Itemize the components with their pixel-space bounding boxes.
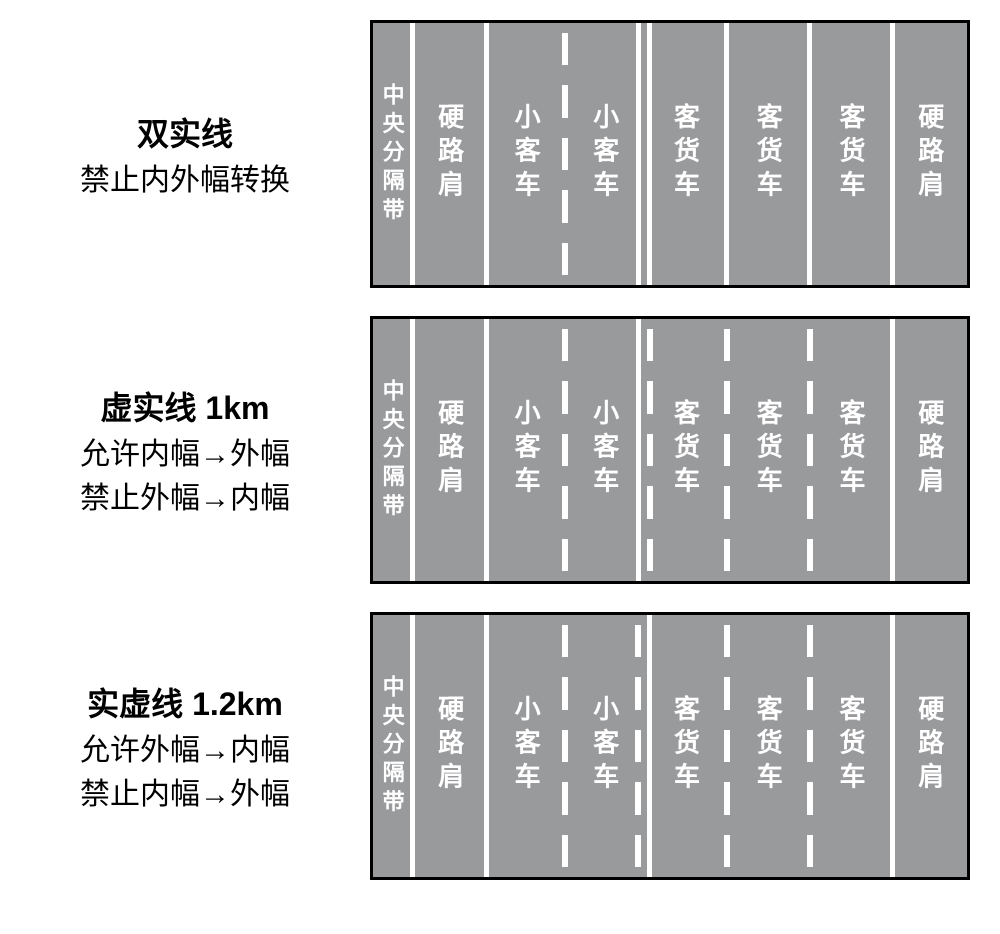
row-subtitle: 允许外幅→内幅 — [10, 725, 360, 769]
row-subtitle: 禁止外幅→内幅 — [10, 473, 360, 517]
row-title: 虚实线 1km — [10, 383, 360, 429]
lane-label: 客货车 — [755, 695, 781, 796]
lane-label: 硬路肩 — [437, 695, 463, 796]
lane-label: 客货车 — [838, 103, 864, 204]
lane-label: 硬路肩 — [437, 399, 463, 500]
lane-median: 中央分隔带 — [373, 319, 412, 581]
diagram-row: 双实线禁止内外幅转换中央分隔带 硬路肩 小客车 小客车 客货车 客货车 客货车 硬路肩 — [10, 20, 990, 288]
row-subtitle: 禁止内幅→外幅 — [10, 769, 360, 813]
lane-small: 小客车 — [487, 23, 566, 285]
lane-shoulder: 硬路肩 — [412, 23, 487, 285]
row-title: 双实线 — [10, 109, 360, 155]
row-label: 实虚线 1.2km允许外幅→内幅禁止内幅→外幅 — [10, 679, 370, 813]
lane-pf: 客货车 — [810, 319, 893, 581]
lane-label: 硬路肩 — [917, 695, 943, 796]
lane-label: 硬路肩 — [917, 399, 943, 500]
lane-label: 客货车 — [755, 103, 781, 204]
lane-pf: 客货车 — [727, 615, 810, 877]
lane-pf: 客货车 — [644, 23, 727, 285]
diagram-row: 虚实线 1km允许内幅→外幅禁止外幅→内幅中央分隔带 硬路肩 小客车 小客车 客货车 客货… — [10, 316, 990, 584]
lane-pf: 客货车 — [727, 319, 810, 581]
row-title: 实虚线 1.2km — [10, 679, 360, 725]
lane-small: 小客车 — [565, 319, 644, 581]
lane-median: 中央分隔带 — [373, 615, 412, 877]
row-subtitle: 禁止内外幅转换 — [10, 155, 360, 199]
lane-label: 小客车 — [592, 399, 618, 500]
lane-shoulder: 硬路肩 — [892, 23, 967, 285]
lane-median: 中央分隔带 — [373, 23, 412, 285]
lane-label: 小客车 — [513, 695, 539, 796]
lane-small: 小客车 — [487, 319, 566, 581]
lane-label: 中央分隔带 — [381, 83, 403, 226]
lane-small: 小客车 — [565, 615, 644, 877]
lane-label: 客货车 — [755, 399, 781, 500]
diagram-row: 实虚线 1.2km允许外幅→内幅禁止内幅→外幅中央分隔带 硬路肩 小客车 小客车 客货车… — [10, 612, 990, 880]
lane-pf: 客货车 — [810, 615, 893, 877]
lane-label: 小客车 — [592, 103, 618, 204]
lane-shoulder: 硬路肩 — [412, 319, 487, 581]
lane-shoulder: 硬路肩 — [892, 615, 967, 877]
lane-pf: 客货车 — [727, 23, 810, 285]
lane-label: 客货车 — [838, 695, 864, 796]
road: 中央分隔带 硬路肩 小客车 小客车 客货车 客货车 客货车 硬路肩 — [370, 20, 970, 288]
row-label: 双实线禁止内外幅转换 — [10, 109, 370, 199]
lane-label: 小客车 — [513, 399, 539, 500]
row-label: 虚实线 1km允许内幅→外幅禁止外幅→内幅 — [10, 383, 370, 517]
road: 中央分隔带 硬路肩 小客车 小客车 客货车 客货车 客货车 硬路肩 — [370, 612, 970, 880]
road: 中央分隔带 硬路肩 小客车 小客车 客货车 客货车 客货车 硬路肩 — [370, 316, 970, 584]
lane-label: 客货车 — [672, 399, 698, 500]
lane-label: 小客车 — [592, 695, 618, 796]
lane-label: 硬路肩 — [917, 103, 943, 204]
lane-pf: 客货车 — [810, 23, 893, 285]
diagram-root: 双实线禁止内外幅转换中央分隔带硬路肩小客车小客车客货车客货车客货车硬路肩虚实线 … — [10, 20, 990, 880]
lane-pf: 客货车 — [644, 319, 727, 581]
lane-label: 客货车 — [838, 399, 864, 500]
lane-small: 小客车 — [487, 615, 566, 877]
lane-label: 客货车 — [672, 695, 698, 796]
lane-small: 小客车 — [565, 23, 644, 285]
lane-label: 中央分隔带 — [381, 379, 403, 522]
lane-label: 中央分隔带 — [381, 675, 403, 818]
lane-label: 小客车 — [513, 103, 539, 204]
lane-label: 硬路肩 — [437, 103, 463, 204]
lane-shoulder: 硬路肩 — [892, 319, 967, 581]
lane-pf: 客货车 — [644, 615, 727, 877]
row-subtitle: 允许内幅→外幅 — [10, 429, 360, 473]
lane-label: 客货车 — [672, 103, 698, 204]
lane-shoulder: 硬路肩 — [412, 615, 487, 877]
